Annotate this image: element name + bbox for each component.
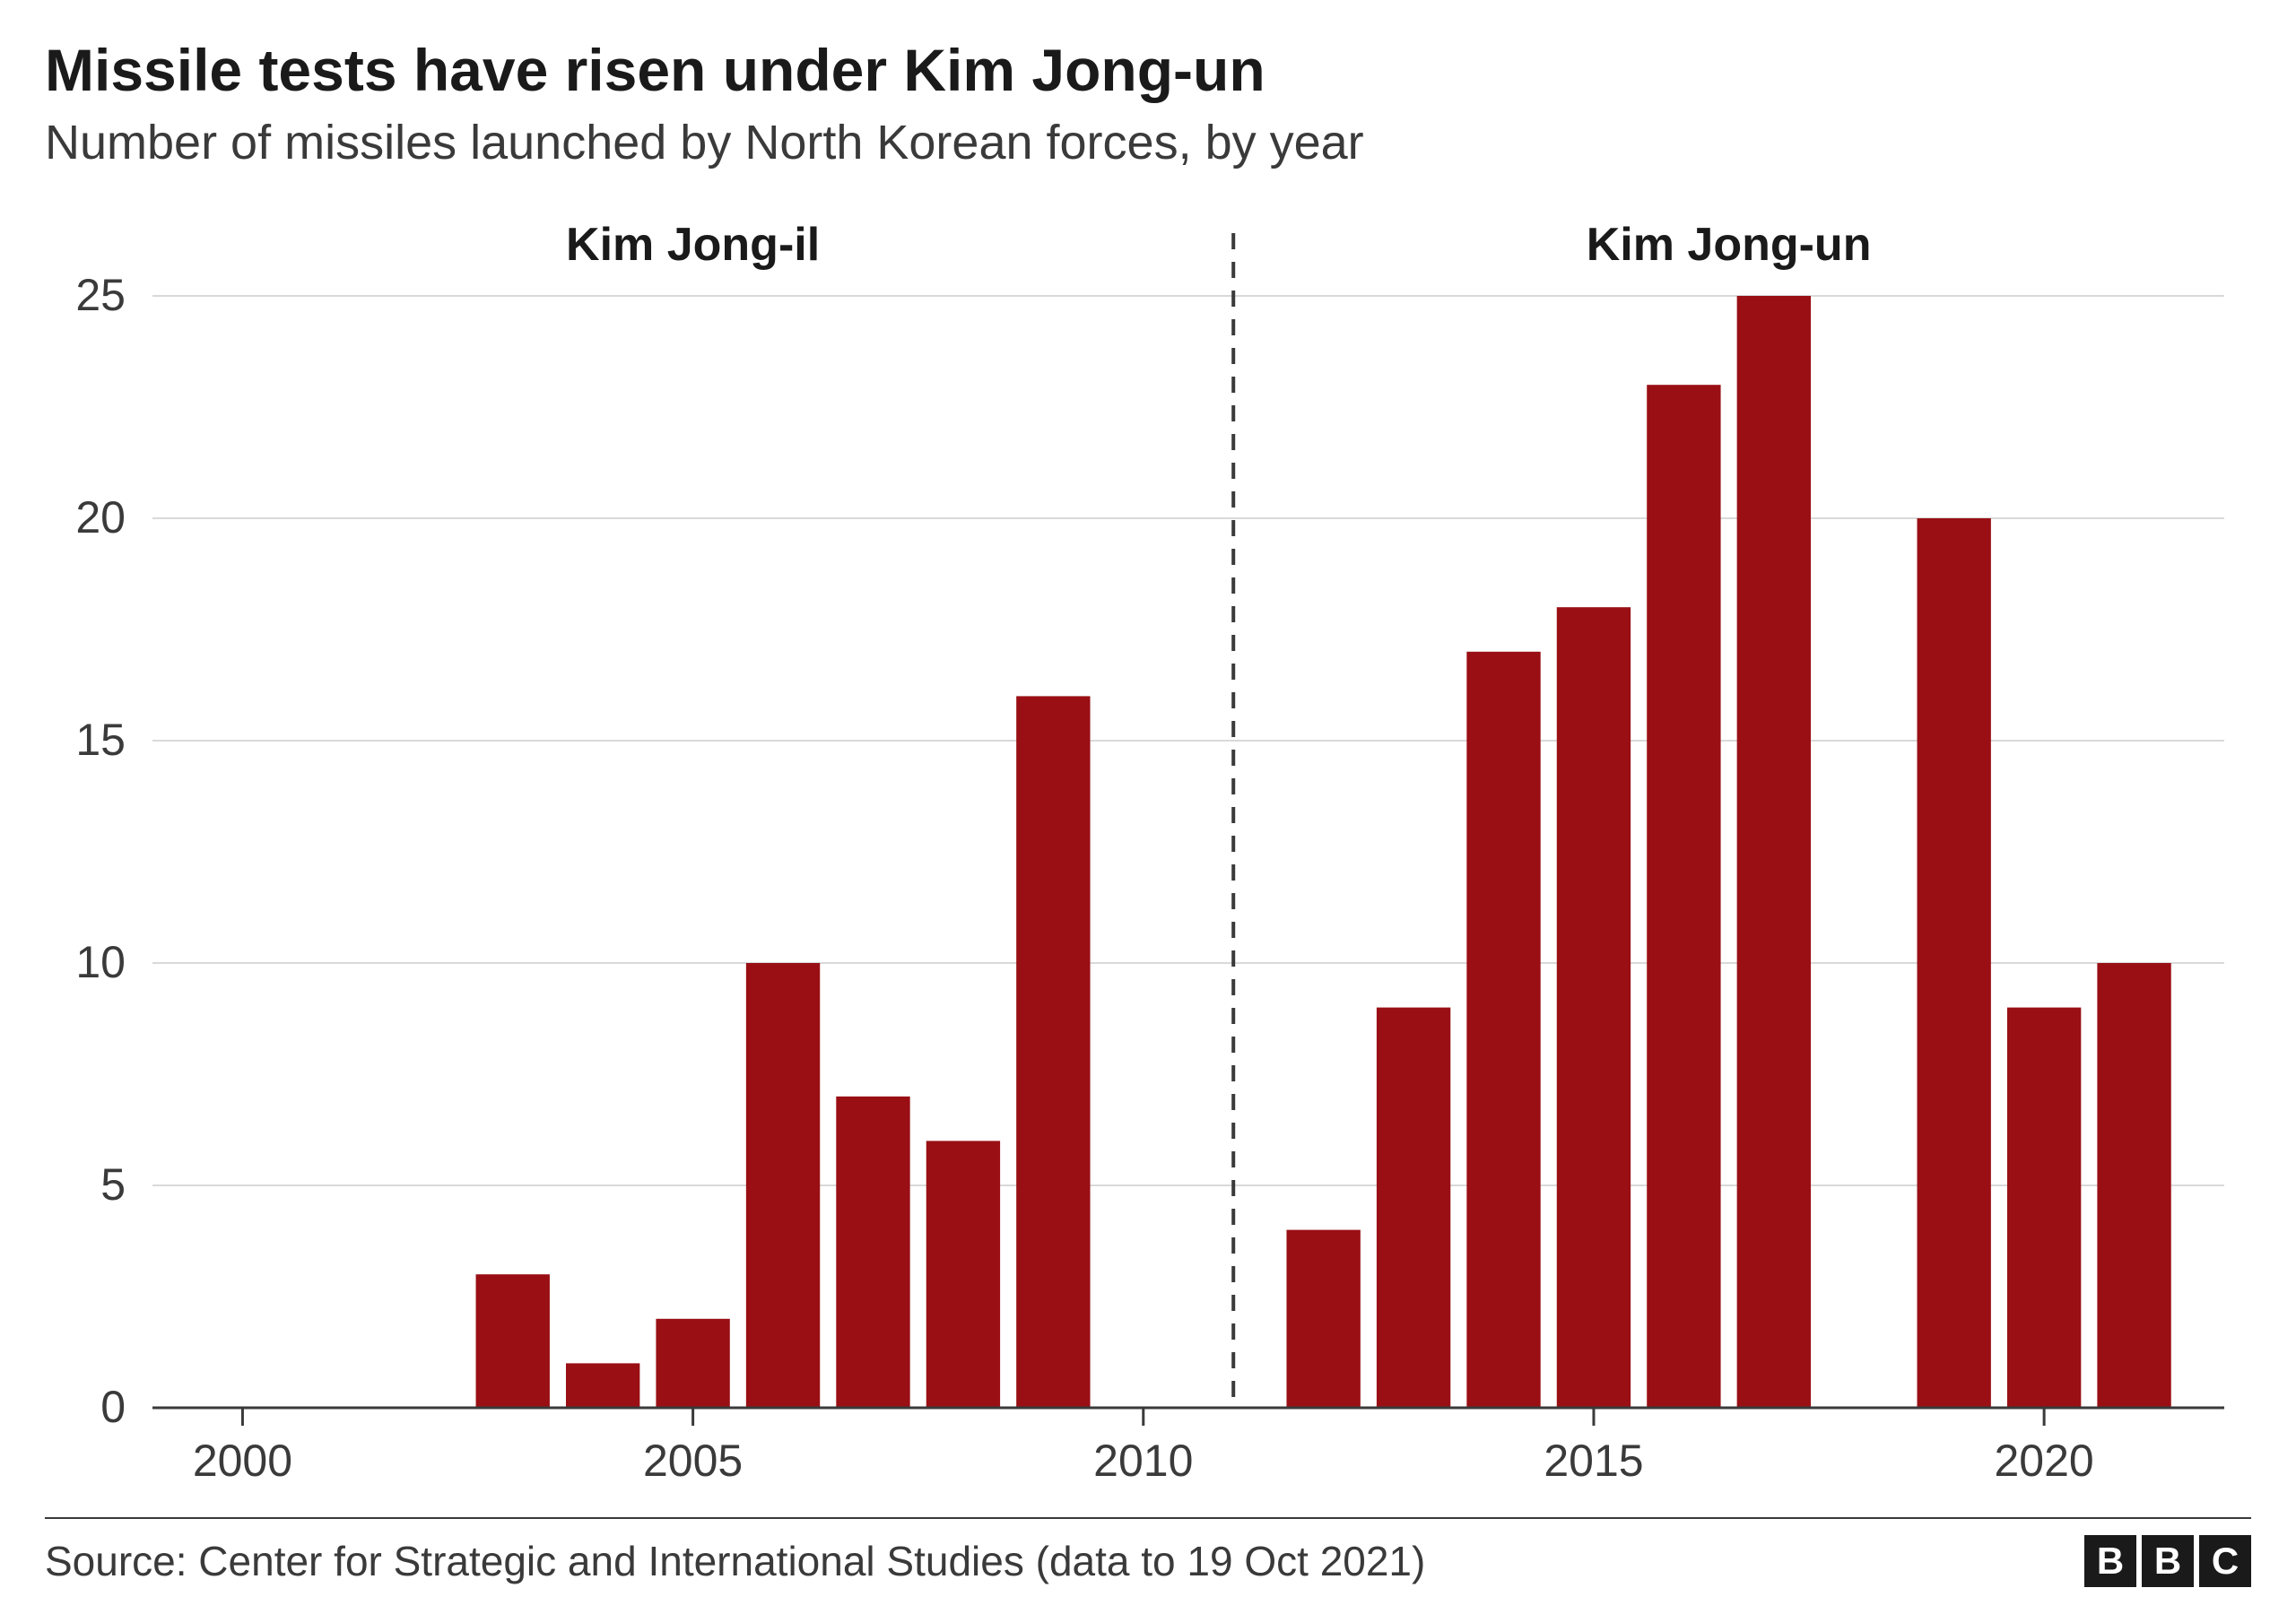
bar	[2097, 963, 2170, 1408]
bbc-logo-letter: C	[2199, 1535, 2251, 1587]
svg-text:2015: 2015	[1544, 1436, 1643, 1486]
bar	[926, 1141, 1000, 1408]
bar	[566, 1363, 639, 1408]
chart-area: 0 5 10 15 20 25 2000 2005 2010 2015 2020 Kim Jong-i…	[45, 197, 2251, 1506]
bar	[476, 1274, 550, 1408]
bar	[1286, 1230, 1360, 1408]
svg-text:5: 5	[100, 1159, 126, 1210]
era-label-left: Kim Jong-il	[566, 219, 820, 271]
era-label-right: Kim Jong-un	[1587, 219, 1872, 271]
bar	[1737, 296, 1811, 1408]
bar	[836, 1097, 909, 1408]
svg-text:2000: 2000	[193, 1436, 292, 1486]
bbc-logo-letter: B	[2084, 1535, 2136, 1587]
bar-chart: 0 5 10 15 20 25 2000 2005 2010 2015 2020 Kim Jong-i…	[45, 197, 2251, 1506]
svg-text:25: 25	[75, 270, 126, 320]
svg-text:15: 15	[75, 715, 126, 765]
svg-text:20: 20	[75, 492, 126, 542]
svg-text:10: 10	[75, 937, 126, 987]
bar	[1557, 607, 1631, 1408]
source-text: Source: Center for Strategic and Interna…	[45, 1537, 1425, 1585]
svg-text:0: 0	[100, 1382, 126, 1432]
bar	[1377, 1008, 1450, 1408]
bar	[746, 963, 820, 1408]
svg-text:2010: 2010	[1093, 1436, 1193, 1486]
svg-text:2005: 2005	[643, 1436, 743, 1486]
bar	[1918, 518, 1991, 1408]
bbc-logo-letter: B	[2142, 1535, 2194, 1587]
chart-subtitle: Number of missiles launched by North Kor…	[45, 115, 2251, 170]
svg-text:2020: 2020	[1995, 1436, 2094, 1486]
bar	[1016, 696, 1090, 1408]
bar	[1466, 652, 1540, 1408]
bbc-logo: BBC	[2084, 1535, 2251, 1587]
chart-footer: Source: Center for Strategic and Interna…	[45, 1517, 2251, 1587]
bar	[2007, 1008, 2081, 1408]
bar	[1647, 385, 1720, 1408]
chart-title: Missile tests have risen under Kim Jong-…	[45, 36, 2251, 104]
bar	[656, 1319, 729, 1408]
